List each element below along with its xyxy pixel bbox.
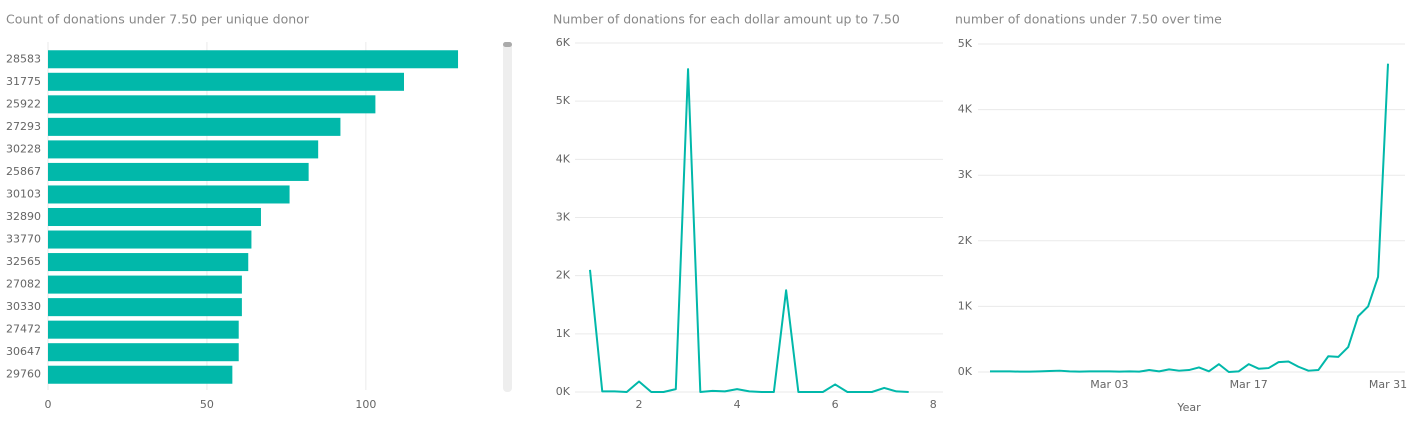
y-tick-label: 32890 [6, 210, 41, 223]
y-tick-label: 5K [556, 94, 571, 107]
line [589, 68, 909, 393]
bar [48, 343, 239, 362]
y-tick-label: 0K [556, 385, 571, 398]
bar [48, 230, 252, 249]
bar [48, 72, 404, 91]
x-tick-label: 8 [930, 398, 937, 411]
scrollbar[interactable] [503, 42, 512, 392]
bar [48, 253, 249, 272]
bar [48, 50, 459, 69]
y-tick-label: 27082 [6, 278, 41, 291]
y-tick-label: 6K [556, 36, 571, 49]
scroll-thumb[interactable] [503, 42, 512, 47]
x-tick-label: Mar 31 [1369, 378, 1407, 391]
y-tick-label: 32565 [6, 255, 41, 268]
y-tick-label: 1K [958, 299, 973, 312]
y-tick-label: 4K [958, 103, 973, 116]
x-tick-label: Mar 17 [1230, 378, 1268, 391]
y-tick-label: 29760 [6, 368, 41, 381]
y-tick-label: 2K [958, 234, 973, 247]
y-tick-label: 3K [958, 168, 973, 181]
x-tick-label: 100 [355, 398, 376, 411]
y-tick-label: 5K [958, 37, 973, 50]
bar [48, 275, 242, 294]
bar [48, 207, 261, 227]
x-tick-label: 6 [832, 398, 839, 411]
y-tick-label: 2K [556, 269, 571, 282]
x-tick-label: 0 [45, 398, 52, 411]
line [990, 63, 1389, 373]
y-tick-label: 30228 [6, 142, 41, 155]
bar [48, 320, 239, 339]
y-tick-label: 31775 [6, 75, 41, 88]
x-tick-label: 2 [636, 398, 643, 411]
x-axis-label: Year [1176, 401, 1201, 414]
bar [48, 365, 233, 384]
y-tick-label: 33770 [6, 233, 41, 246]
bar [48, 95, 376, 114]
y-tick-label: 30103 [6, 187, 41, 200]
bar [48, 185, 290, 204]
bar [48, 162, 309, 181]
y-tick-label: 25867 [6, 165, 41, 178]
chart-title: number of donations under 7.50 over time [955, 12, 1222, 27]
y-tick-label: 27293 [6, 120, 41, 133]
y-tick-label: 0K [958, 365, 973, 378]
bar [48, 140, 319, 159]
bar [48, 298, 242, 317]
y-tick-label: 1K [556, 327, 571, 340]
x-tick-label: Mar 03 [1090, 378, 1128, 391]
y-tick-label: 4K [556, 152, 571, 165]
x-tick-label: 4 [734, 398, 741, 411]
y-tick-label: 30647 [6, 345, 41, 358]
bar [48, 117, 341, 136]
y-tick-label: 3K [556, 211, 571, 224]
y-tick-label: 27472 [6, 323, 41, 336]
y-tick-label: 25922 [6, 97, 41, 110]
chart-title: Number of donations for each dollar amou… [553, 12, 900, 27]
y-tick-label: 30330 [6, 300, 41, 313]
y-tick-label: 28583 [6, 52, 41, 65]
chart-title: Count of donations under 7.50 per unique… [6, 12, 310, 27]
x-tick-label: 50 [200, 398, 214, 411]
